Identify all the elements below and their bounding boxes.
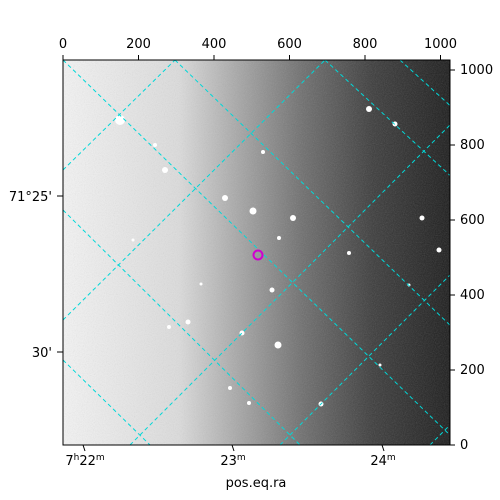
bottom-axis: 7h22m 23m 24m pos.eq.ra — [65, 444, 396, 491]
star — [269, 287, 275, 293]
x-axis-label: pos.eq.ra — [226, 476, 287, 491]
star — [247, 401, 251, 405]
grid-line — [174, 60, 450, 326]
star — [261, 150, 265, 154]
bottom-tick-label: 23m — [220, 453, 245, 469]
star — [249, 207, 257, 215]
source-marker — [252, 249, 264, 261]
right-axis: 0 200 400 600 800 1000 — [450, 63, 493, 453]
right-tick-label: 0 — [460, 438, 468, 453]
star — [290, 215, 296, 221]
sky-image — [63, 60, 450, 445]
grid-line — [399, 60, 450, 107]
star — [162, 167, 168, 173]
star — [274, 341, 282, 349]
star — [222, 195, 228, 201]
top-axis: 0 200 400 600 800 1000 — [59, 37, 457, 60]
star — [378, 363, 382, 367]
grid-line — [63, 60, 326, 321]
right-tick-label: 400 — [460, 288, 485, 303]
star — [228, 386, 232, 390]
grid-line — [324, 60, 450, 177]
grid-line — [279, 274, 450, 445]
star — [436, 247, 442, 253]
right-tick-label: 600 — [460, 213, 485, 228]
star — [419, 215, 425, 221]
star — [347, 251, 351, 255]
star — [366, 106, 372, 112]
coordinate-grid — [63, 60, 450, 445]
star — [199, 282, 203, 286]
grid-line — [63, 359, 151, 445]
grid-line — [429, 424, 450, 445]
top-tick-label: 200 — [126, 37, 151, 52]
top-tick-label: 0 — [59, 37, 67, 52]
star — [277, 236, 281, 240]
right-tick-label: 1000 — [460, 63, 493, 78]
star — [167, 325, 171, 329]
left-axis: 71°25' 30' — [9, 190, 63, 361]
axes-frame — [62, 59, 451, 446]
star — [115, 115, 125, 125]
top-tick-label: 600 — [277, 37, 302, 52]
top-tick-label: 400 — [202, 37, 227, 52]
left-tick-label: 71°25' — [9, 190, 52, 205]
grid-line — [63, 60, 176, 171]
top-tick-label: 1000 — [424, 37, 457, 52]
star — [153, 143, 157, 147]
left-tick-label: 30' — [32, 346, 52, 361]
star — [131, 238, 135, 242]
top-tick-label: 800 — [353, 37, 378, 52]
bottom-tick-label: 7h22m — [65, 453, 104, 469]
right-tick-label: 200 — [460, 363, 485, 378]
star — [185, 319, 191, 325]
bottom-tick-label: 24m — [370, 453, 395, 469]
right-tick-label: 800 — [460, 138, 485, 153]
